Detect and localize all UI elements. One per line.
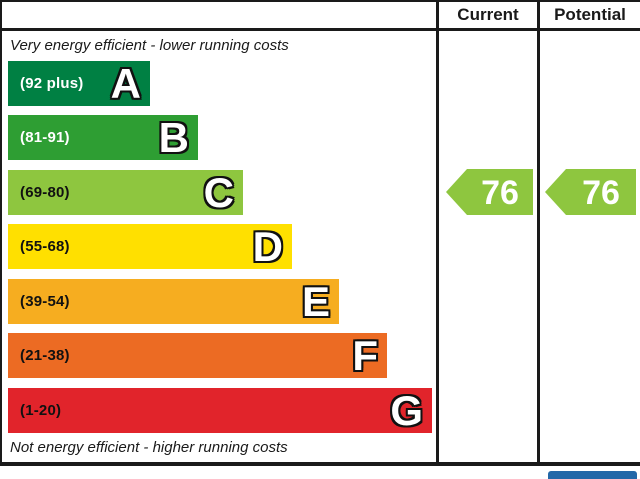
- caption-very-efficient: Very energy efficient - lower running co…: [10, 37, 289, 54]
- band-row-g: (1-20) G: [8, 388, 432, 433]
- left-border: [0, 0, 2, 466]
- header-current-label: Current: [457, 5, 519, 24]
- header-potential-label: Potential: [554, 5, 626, 24]
- band-range-label: (92 plus): [20, 75, 84, 92]
- band-letter: C: [203, 169, 234, 216]
- band-letter: B: [158, 114, 189, 161]
- header-divider: [0, 28, 640, 31]
- band-letter: D: [252, 223, 283, 270]
- band-row-e: (39-54) E: [8, 279, 339, 324]
- band-range-label: (1-20): [20, 402, 62, 419]
- eu-directive-box-top-partial: [548, 471, 637, 479]
- potential-rating-value: 76: [582, 174, 620, 212]
- band-row-c: (69-80) C: [8, 170, 243, 215]
- band-row-f: (21-38) F: [8, 333, 387, 378]
- column-divider-current: [436, 0, 439, 466]
- band-range-label: (69-80): [20, 184, 70, 201]
- band-range-label: (55-68): [20, 238, 70, 255]
- bottom-border: [0, 462, 640, 466]
- band-range-label: (39-54): [20, 293, 70, 310]
- current-rating-value: 76: [481, 174, 519, 212]
- band-range-label: (81-91): [20, 129, 70, 146]
- band-row-d: (55-68) D: [8, 224, 292, 269]
- top-border: [0, 0, 640, 2]
- left-arrow-icon: [446, 169, 533, 215]
- band-letter: F: [352, 332, 378, 379]
- band-row-a: (92 plus) A: [8, 61, 150, 106]
- current-rating-arrow: 76: [446, 169, 533, 215]
- band-letter: G: [390, 387, 423, 434]
- left-arrow-icon: [545, 169, 636, 215]
- band-letter: A: [110, 60, 141, 107]
- column-divider-potential: [537, 0, 540, 466]
- band-row-b: (81-91) B: [8, 115, 198, 160]
- caption-not-efficient: Not energy efficient - higher running co…: [10, 439, 288, 456]
- band-range-label: (21-38): [20, 347, 70, 364]
- potential-rating-arrow: 76: [545, 169, 636, 215]
- band-letter: E: [301, 278, 330, 325]
